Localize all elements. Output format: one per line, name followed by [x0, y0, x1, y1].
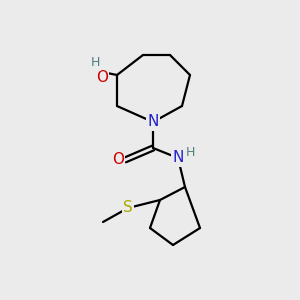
Text: H: H [90, 56, 100, 70]
Text: H: H [185, 146, 195, 160]
Text: O: O [96, 70, 108, 86]
Text: N: N [147, 115, 159, 130]
Text: S: S [123, 200, 133, 215]
Text: N: N [172, 151, 184, 166]
Text: O: O [112, 152, 124, 167]
